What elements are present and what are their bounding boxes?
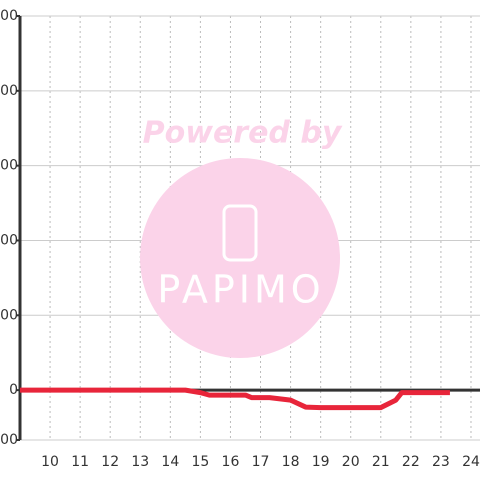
x-tick-label: 21 [372,454,390,470]
x-tick-label: 17 [252,454,270,470]
y-tick-label: 120,000 [0,83,18,99]
x-tick-label: 14 [161,454,179,470]
watermark-icon [222,204,258,262]
x-tick-label: 15 [191,454,209,470]
x-tick-label: 22 [402,454,420,470]
y-tick-label: -20,000 [0,432,18,448]
watermark-circle [140,158,340,358]
series-line [20,387,450,411]
x-tick-label: 24 [462,454,480,470]
watermark-logo: PAPIMO [157,268,324,312]
y-tick-label: 30,000 [0,307,18,323]
y-tick-label: 60,000 [0,232,18,248]
x-tick-label: 13 [131,454,149,470]
x-tick-label: 11 [71,454,89,470]
y-tick-label: 150,000 [0,8,18,24]
x-tick-label: 19 [312,454,330,470]
watermark-text: Powered by [143,116,343,151]
x-tick-label: 16 [222,454,240,470]
y-tick-label: 0 [9,382,18,398]
x-tick-label: 12 [101,454,119,470]
x-tick-label: 20 [342,454,360,470]
x-tick-label: 18 [282,454,300,470]
x-tick-label: 10 [41,454,59,470]
y-tick-label: 90,000 [0,158,18,174]
x-tick-label: 23 [432,454,450,470]
watermark: Powered by PAPIMO [140,116,343,358]
